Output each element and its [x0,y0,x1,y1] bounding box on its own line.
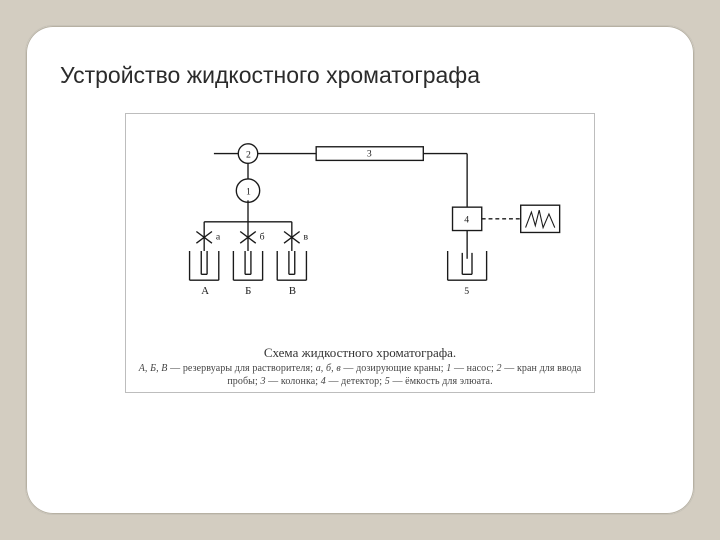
label-B: Б [245,285,251,297]
label-a: а [216,231,221,242]
label-1: 1 [246,186,251,197]
label-V: В [289,285,296,297]
label-v: в [304,231,309,242]
label-2: 2 [246,149,251,160]
slide-title: Устройство жидкостного хроматографа [60,62,664,89]
slide-card: Устройство жидкостного хроматографа [25,25,695,515]
label-b: б [260,231,265,242]
chromatograph-svg: А Б В а б в 1 2 3 4 5 [136,122,584,341]
figure-legend: А, Б, В — резервуары для растворителя; а… [136,363,584,388]
diagram-figure: А Б В а б в 1 2 3 4 5 Схема жидкостного … [125,113,595,393]
label-3: 3 [367,149,372,160]
diagram-drawing: А Б В а б в 1 2 3 4 5 [136,122,584,341]
label-4: 4 [464,215,469,226]
label-A: А [201,285,209,297]
figure-caption: Схема жидкостного хроматографа. [136,345,584,361]
label-5: 5 [464,286,469,297]
